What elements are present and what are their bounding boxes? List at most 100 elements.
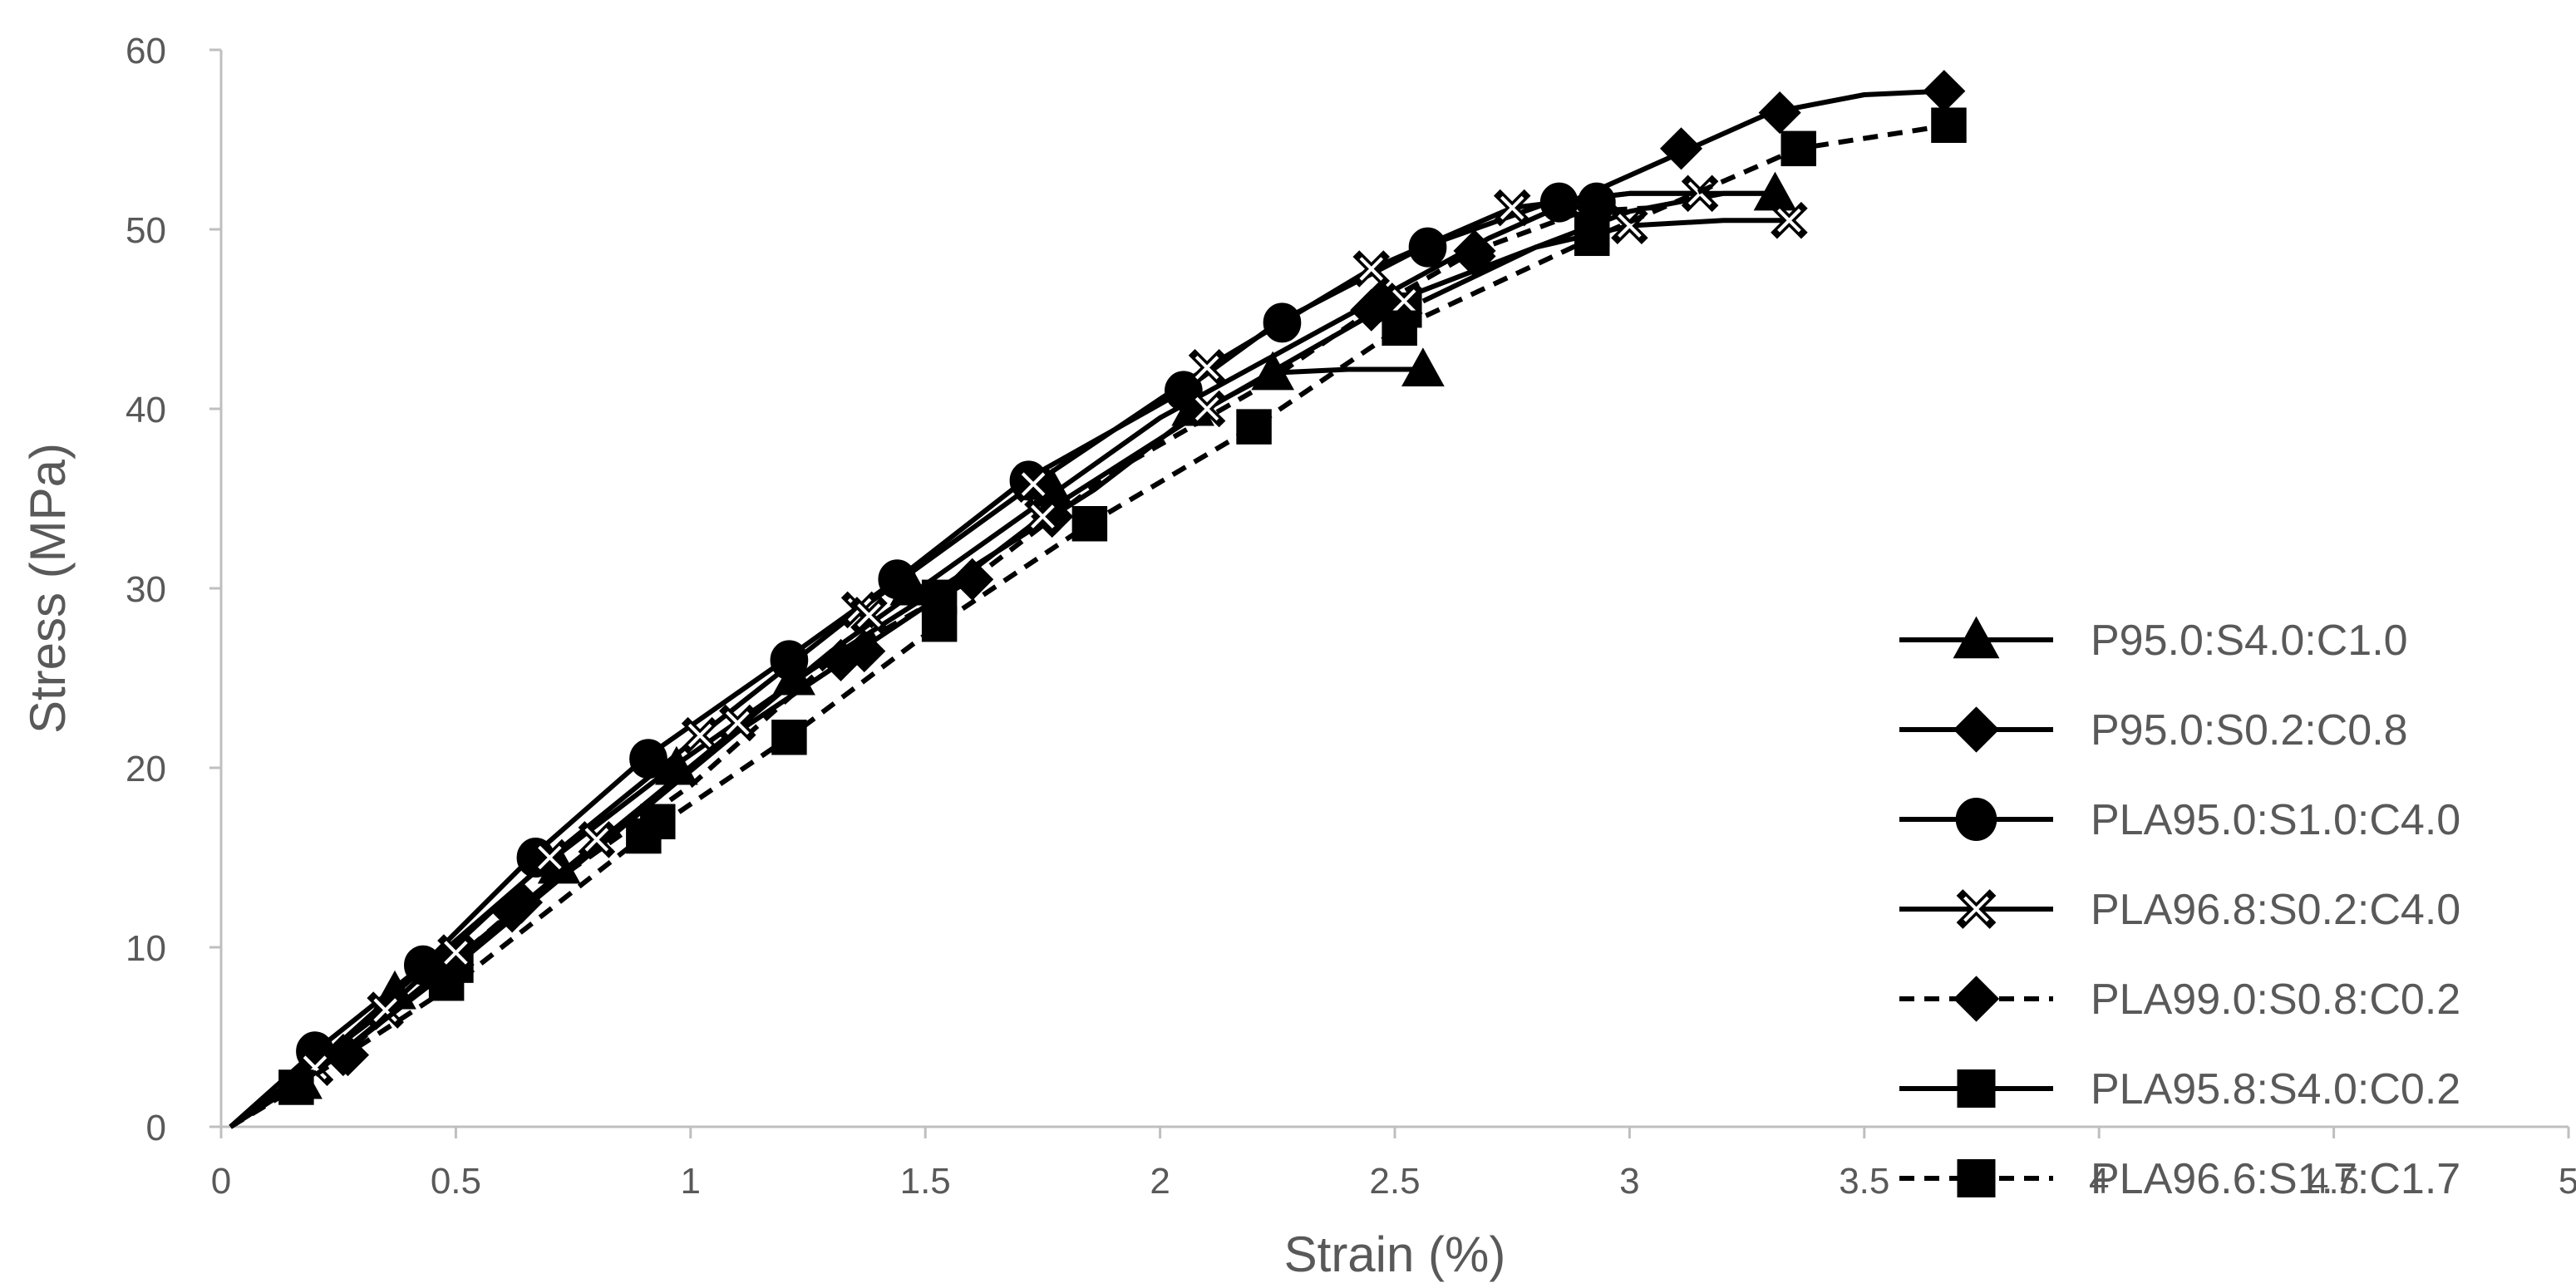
x-tick-label: 4 <box>2089 1161 2109 1202</box>
x-tick-label: 2.5 <box>1369 1161 1420 1202</box>
x-tick-label: 5 <box>2559 1161 2576 1202</box>
data-point <box>1014 465 1052 504</box>
data-point <box>1493 189 1531 227</box>
data-point <box>367 991 404 1029</box>
x-tick-label: 3.5 <box>1839 1161 1889 1202</box>
legend-item: PLA95.8:S4.0:C0.2 <box>1899 1065 2460 1113</box>
data-point <box>629 739 667 779</box>
data-point <box>500 881 544 924</box>
series-line <box>229 122 1949 1129</box>
data-point <box>1401 347 1445 387</box>
data-point-secondary-inner-b <box>857 603 881 627</box>
data-point-inner-b <box>1500 195 1524 220</box>
data-point-secondary <box>437 934 475 971</box>
data-point <box>1408 227 1447 268</box>
series-7 <box>229 107 1967 1129</box>
legend-marker <box>1957 1159 1996 1197</box>
data-point-inner-b <box>538 845 562 870</box>
data-point <box>1188 349 1226 386</box>
data-point <box>1931 107 1967 143</box>
series-line <box>229 190 1771 1129</box>
y-tick-label: 40 <box>126 390 166 430</box>
legend-label: PLA96.8:S0.2:C4.0 <box>2091 886 2460 934</box>
legend-label: P95.0:S0.2:C0.8 <box>2091 706 2408 755</box>
data-point-inner-b <box>373 998 397 1022</box>
data-point-secondary-inner-b <box>584 828 609 852</box>
legend-item: PLA96.6:S1.7:C1.7 <box>1899 1155 2460 1203</box>
y-tick-label: 0 <box>146 1108 166 1148</box>
legend-marker <box>1956 889 1997 929</box>
legend-marker <box>1953 976 2000 1022</box>
data-point-inner-b <box>1194 356 1219 380</box>
data-point <box>278 1069 314 1105</box>
x-tick-label: 3 <box>1619 1161 1639 1202</box>
data-point-secondary <box>850 597 888 634</box>
data-point-inner-b <box>1359 257 1384 281</box>
series-2 <box>229 70 1966 1129</box>
data-point-secondary <box>1024 498 1061 535</box>
legend-label: PLA99.0:S0.8:C0.2 <box>2091 976 2460 1024</box>
legend: P95.0:S4.0:C1.0 P95.0:S0.2:C0.8 PLA95.0:S1… <box>1899 616 2460 1203</box>
legend-item: P95.0:S4.0:C1.0 <box>1899 616 2408 665</box>
data-point-secondary <box>718 704 756 742</box>
y-tick-label: 60 <box>126 31 166 71</box>
y-tick-label: 20 <box>126 749 166 789</box>
data-point <box>1071 506 1108 542</box>
legend-label: PLA96.6:S1.7:C1.7 <box>2091 1155 2460 1203</box>
x-tick-label: 1.5 <box>900 1161 951 1202</box>
legend-item: PLA99.0:S0.8:C0.2 <box>1899 976 2460 1024</box>
data-point <box>1758 91 1801 135</box>
data-point-secondary-inner-b <box>1777 208 1801 233</box>
x-tick-label: 4.5 <box>2308 1161 2359 1202</box>
series-1 <box>229 171 1797 1129</box>
x-axis-title: Strain (%) <box>1284 1227 1506 1282</box>
legend-marker <box>1955 798 1997 841</box>
x-tick-label: 0 <box>211 1161 231 1202</box>
data-point-secondary-inner-b <box>1194 396 1219 421</box>
legend-marker <box>1957 1069 1996 1108</box>
y-tick-label: 50 <box>126 210 166 251</box>
data-point <box>681 716 719 755</box>
series-6 <box>229 201 1808 1129</box>
data-point-secondary-inner-b <box>444 941 468 965</box>
data-point <box>1781 130 1816 167</box>
data-point <box>1352 250 1391 288</box>
legend-label: PLA95.0:S1.0:C4.0 <box>2091 796 2460 844</box>
y-tick-label: 10 <box>126 928 166 969</box>
legend-item: P95.0:S0.2:C0.8 <box>1899 706 2408 755</box>
plot-area <box>229 70 1967 1129</box>
data-point <box>428 965 465 1001</box>
data-point-secondary <box>1771 201 1808 239</box>
data-point <box>843 630 886 673</box>
y-axis-title: Stress (MPa) <box>20 443 76 734</box>
legend-marker <box>1953 706 2000 753</box>
legend-label: PLA95.8:S4.0:C0.2 <box>2091 1065 2460 1113</box>
data-point <box>531 838 569 877</box>
x-tick-label: 0.5 <box>431 1161 481 1202</box>
data-point-secondary-inner-b <box>1392 289 1416 313</box>
data-point <box>771 720 807 755</box>
legend-marker <box>1953 616 2000 659</box>
x-tick-label: 2 <box>1150 1161 1170 1202</box>
data-point-inner-b <box>1021 472 1046 497</box>
data-point-secondary <box>1188 390 1226 428</box>
data-point-secondary-inner-b <box>725 710 750 735</box>
legend-marker-inner-b <box>1963 896 1989 922</box>
legend-label: P95.0:S4.0:C1.0 <box>2091 617 2408 665</box>
legend-item: PLA95.0:S1.0:C4.0 <box>1899 796 2460 844</box>
data-point-inner-b <box>687 723 712 748</box>
data-point <box>921 606 958 642</box>
data-point <box>1382 310 1417 347</box>
data-point <box>1659 127 1703 170</box>
data-point <box>626 818 662 854</box>
x-tick-label: 1 <box>681 1161 701 1202</box>
data-point <box>1236 409 1272 445</box>
legend-item: PLA96.8:S0.2:C4.0 <box>1899 886 2460 934</box>
series-line <box>229 88 1944 1129</box>
data-point-secondary <box>578 821 616 858</box>
data-point <box>1574 220 1610 257</box>
data-point <box>1923 70 1966 113</box>
